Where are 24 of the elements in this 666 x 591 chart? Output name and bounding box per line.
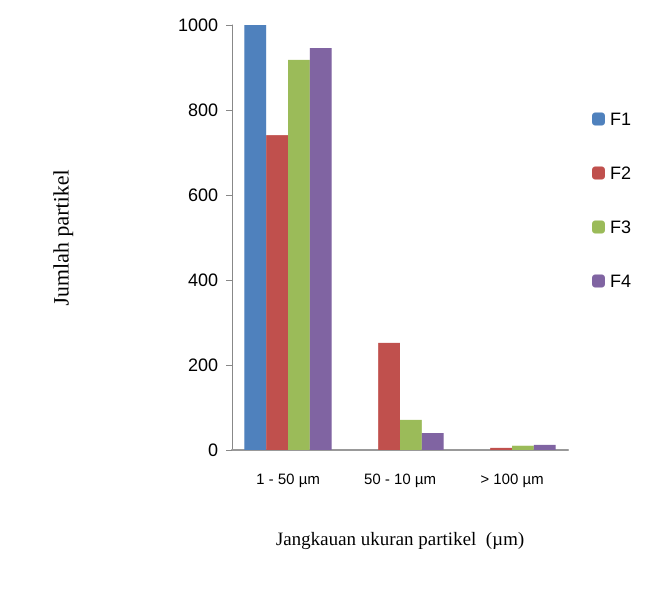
- bar: [534, 444, 556, 450]
- legend-label: F1: [610, 109, 632, 129]
- legend-label: F3: [610, 217, 632, 237]
- bar: [378, 342, 400, 450]
- bar: [266, 135, 288, 450]
- x-tick-label: 50 - 10 µm: [364, 471, 436, 488]
- bar: [288, 60, 310, 450]
- legend-label: F2: [610, 163, 632, 183]
- bar: [310, 48, 332, 450]
- bar: [400, 420, 422, 450]
- bar: [422, 433, 444, 450]
- legend-label: F4: [610, 271, 632, 291]
- y-axis-title: Jumlah partikel: [48, 169, 74, 306]
- y-tick-label: 600: [188, 185, 218, 205]
- y-tick-label: 0: [208, 440, 218, 460]
- y-tick-label: 1000: [178, 15, 218, 35]
- y-tick-label: 200: [188, 355, 218, 375]
- x-axis-title: Jangkauan ukuran partikel (µm): [276, 529, 524, 550]
- y-tick-label: 800: [188, 100, 218, 120]
- bar: [512, 446, 534, 450]
- y-tick-label: 400: [188, 270, 218, 290]
- x-tick-label: > 100 µm: [480, 471, 544, 488]
- x-tick-label: 1 - 50 µm: [256, 471, 320, 488]
- bar: [244, 25, 266, 450]
